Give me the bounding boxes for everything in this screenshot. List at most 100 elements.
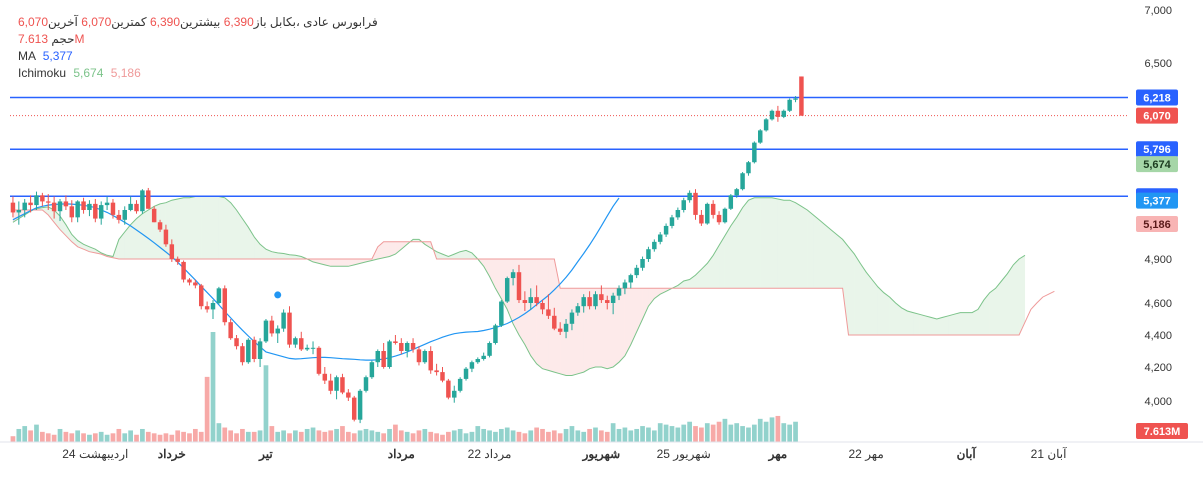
volume-bar	[263, 365, 269, 442]
volume-row: حجم 7.613M	[18, 31, 378, 48]
candle-body	[758, 130, 763, 143]
volume-bar	[416, 430, 422, 442]
candle-body	[57, 201, 63, 212]
cloud-segment	[954, 312, 961, 335]
ma-label: MA	[18, 49, 36, 63]
candle-body	[469, 362, 475, 369]
volume-bar	[710, 424, 716, 442]
candle-body	[569, 312, 575, 324]
volume-bar	[122, 433, 128, 442]
cloud-segment	[560, 288, 567, 376]
volume-bar	[751, 424, 757, 442]
candle-body	[522, 300, 528, 303]
level-badge-bg	[1136, 141, 1178, 158]
volume-bar	[304, 428, 310, 442]
cloud-segment	[207, 196, 214, 259]
candle-body	[587, 297, 592, 307]
price-badges: 6,2185,7965,4126,0705,6745,3775,1867.613…	[1136, 89, 1188, 439]
cloud-segment	[142, 210, 149, 259]
volume-bar	[34, 424, 39, 442]
volume-bar	[793, 421, 798, 442]
span-a-badge-bg	[1136, 156, 1178, 173]
ichimoku-span-b-line	[12, 209, 1055, 336]
volume-bar	[57, 428, 63, 442]
cloud-segment	[524, 259, 531, 356]
volume-bar	[693, 426, 698, 442]
candles	[10, 76, 804, 424]
candle-body	[169, 244, 175, 259]
candle-body	[775, 110, 781, 117]
candle-body	[87, 203, 92, 210]
candle-body	[475, 359, 481, 363]
candle-body	[510, 272, 516, 279]
candle-body	[669, 217, 675, 226]
candle-body	[646, 249, 651, 259]
cloud-segment	[348, 259, 355, 267]
volume-bar	[357, 430, 363, 442]
volume-bar	[628, 430, 634, 442]
horizontal-levels[interactable]	[10, 96, 1128, 198]
candle-body	[705, 203, 710, 224]
volume-bar	[257, 430, 263, 442]
candle-body	[246, 339, 251, 363]
cloud-segment	[613, 288, 620, 367]
candle-body	[210, 303, 216, 310]
y-tick-label: 4,600	[1144, 298, 1172, 310]
cloud-segment	[919, 314, 925, 335]
volume-bar	[98, 431, 104, 442]
ma-row[interactable]: MA 5,377	[18, 48, 378, 65]
candle-body	[787, 99, 792, 111]
cloud-segment	[218, 196, 225, 259]
high-value: 6,390	[149, 15, 181, 29]
volume-bar	[622, 427, 628, 442]
cloud-segment	[130, 218, 137, 259]
candle-body	[534, 297, 539, 303]
cloud-segment	[742, 200, 749, 289]
candle-body	[504, 278, 510, 302]
candle-body	[40, 195, 45, 202]
volume-bar	[787, 424, 793, 442]
volume-bar	[469, 431, 475, 442]
candle-body	[228, 322, 233, 339]
cloud-segment	[254, 236, 261, 259]
volume-bar	[669, 426, 675, 442]
cloud-segment	[972, 309, 978, 335]
cloud-segment	[801, 206, 808, 289]
candle-body	[481, 355, 486, 359]
candle-body	[46, 201, 51, 203]
candle-body	[293, 338, 298, 345]
candle-body	[69, 206, 75, 218]
candle-body	[581, 297, 586, 307]
volume-bar	[75, 430, 81, 442]
cloud-segment	[619, 288, 625, 363]
candle-body	[381, 351, 386, 367]
volume-bar	[493, 431, 498, 442]
cloud-segment	[966, 312, 973, 335]
candle-body	[605, 300, 610, 303]
candle-body	[240, 346, 245, 363]
volume-bar	[275, 431, 281, 442]
candle-body	[199, 285, 204, 307]
cloud-segment	[1001, 273, 1008, 335]
volume-bar	[646, 427, 651, 442]
candle-body	[628, 275, 634, 283]
candle-body	[452, 390, 457, 398]
candle-body	[563, 323, 569, 332]
ichimoku-span-a-line	[12, 196, 1026, 376]
cloud-segment	[189, 196, 196, 259]
cloud-segment	[495, 259, 502, 299]
cloud-segment	[71, 234, 78, 247]
volume-bar	[163, 433, 169, 442]
ma-line	[12, 197, 620, 361]
volume-bar	[175, 430, 181, 442]
cloud-segment	[866, 272, 873, 335]
candle-body	[157, 222, 163, 230]
cloud-segment	[783, 200, 790, 289]
cloud-segment	[124, 224, 131, 259]
candle-body	[610, 295, 616, 303]
ichimoku-row[interactable]: Ichimoku 5,674 5,186	[18, 65, 378, 82]
volume-bar	[210, 332, 216, 442]
candle-body	[422, 351, 428, 363]
x-tick-label: 21 آبان	[1031, 446, 1067, 461]
